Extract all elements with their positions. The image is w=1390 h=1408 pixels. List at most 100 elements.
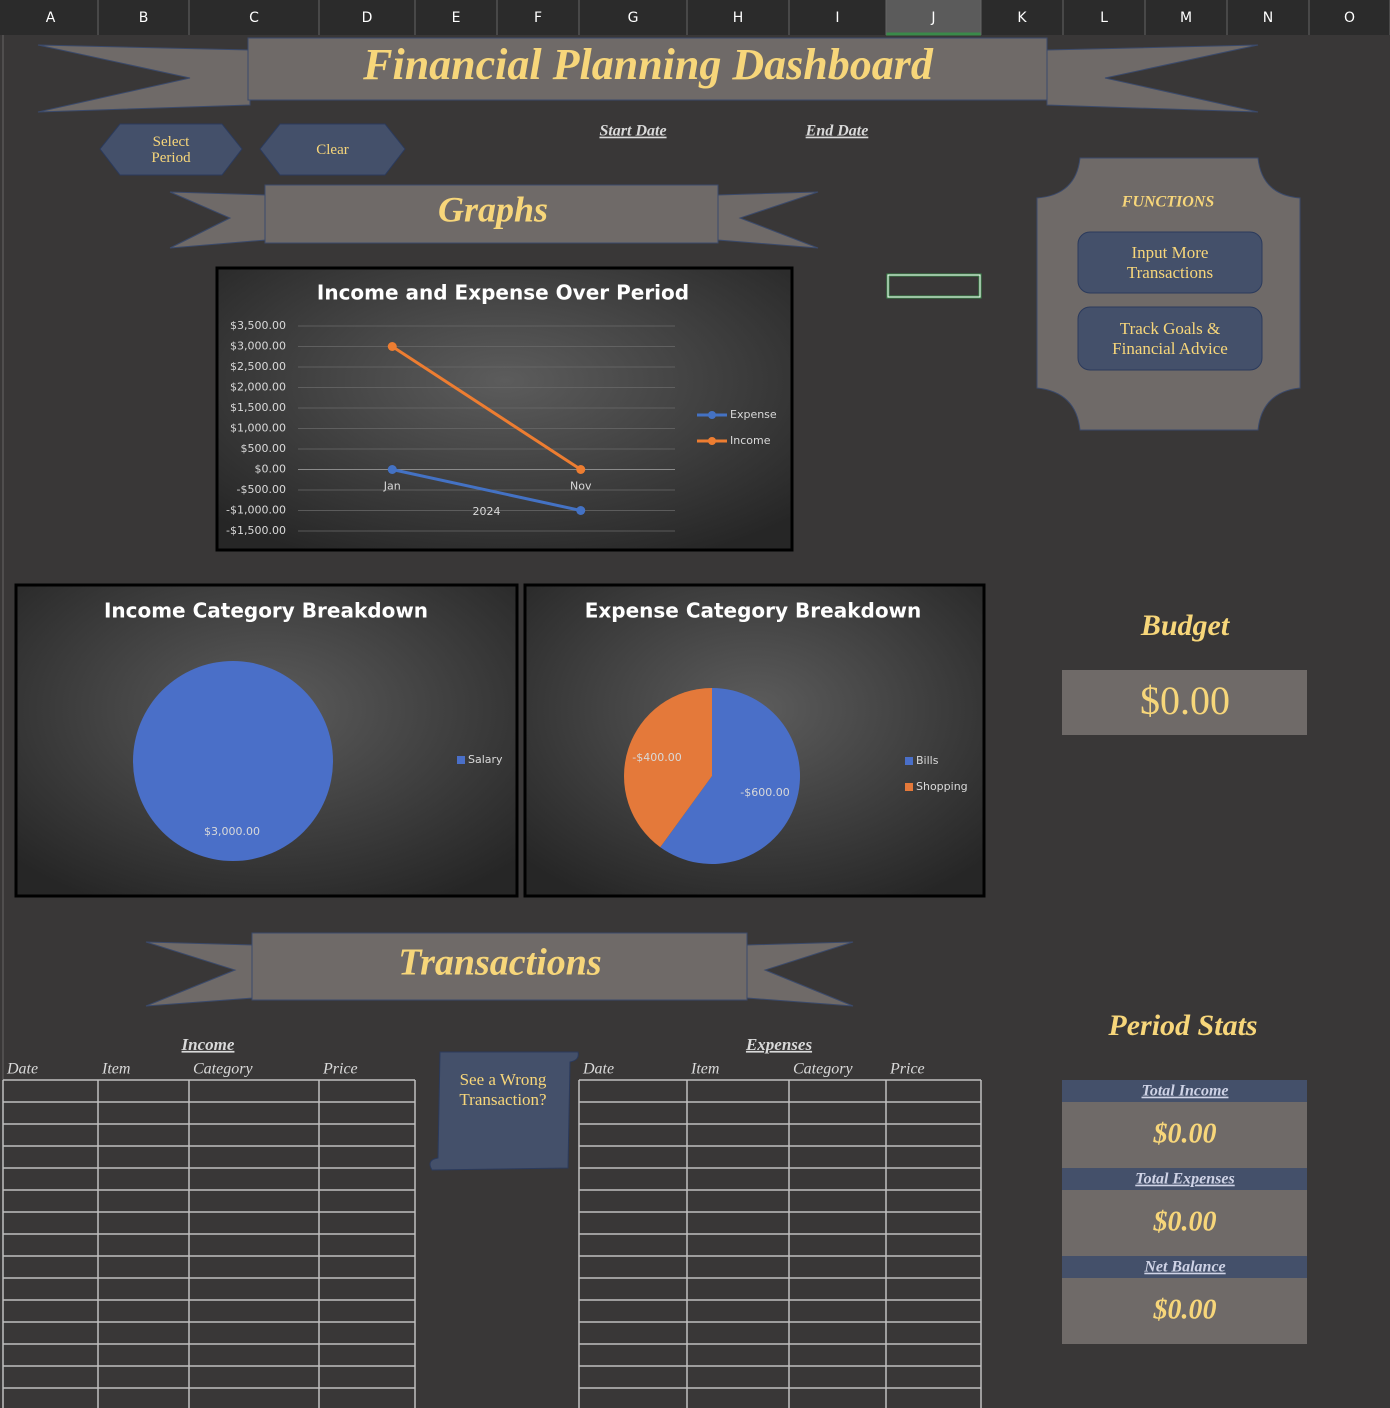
column-header: O bbox=[1344, 10, 1355, 26]
legend-label: Expense bbox=[730, 408, 777, 421]
column-header: G bbox=[628, 10, 639, 26]
chart-title: Income and Expense Over Period bbox=[317, 281, 689, 305]
budget-title: Budget bbox=[1140, 609, 1231, 642]
table-header: Price bbox=[322, 1061, 358, 1078]
start-date-label: Start Date bbox=[599, 123, 666, 140]
stat-header bbox=[1062, 1168, 1307, 1190]
selected-cell[interactable] bbox=[886, 273, 982, 299]
column-header: I bbox=[835, 10, 839, 26]
pie-slice bbox=[624, 688, 712, 848]
budget-value: $0.00 bbox=[1140, 678, 1230, 723]
banner-tail bbox=[37, 44, 251, 113]
clear-label[interactable]: Clear bbox=[280, 128, 385, 172]
legend-marker bbox=[708, 411, 716, 419]
legend-label: Salary bbox=[468, 753, 503, 766]
table-header: Item bbox=[101, 1061, 130, 1078]
y-tick-label: -$1,000.00 bbox=[226, 504, 286, 517]
legend-swatch bbox=[905, 783, 913, 791]
line-marker bbox=[387, 465, 397, 474]
data-label: -$400.00 bbox=[632, 751, 681, 764]
banner-tail bbox=[1046, 44, 1259, 113]
button-text: See a Wrong Transaction? bbox=[459, 1070, 547, 1109]
y-tick-label: -$500.00 bbox=[237, 483, 286, 496]
selected-cell-inner bbox=[887, 274, 981, 298]
table-header: Date bbox=[582, 1061, 614, 1078]
stat-value: $0.00 bbox=[1153, 1206, 1217, 1237]
button-text: Track Goals & Financial Advice bbox=[1112, 319, 1228, 358]
line-series bbox=[391, 345, 582, 471]
stat-label: Total Expenses bbox=[1135, 1171, 1234, 1188]
column-header: A bbox=[46, 10, 56, 26]
select-period-button[interactable] bbox=[99, 123, 243, 176]
banner bbox=[247, 37, 1048, 101]
legend-marker bbox=[708, 437, 716, 445]
section-title: Graphs bbox=[438, 189, 548, 229]
banner bbox=[264, 184, 719, 244]
banner-tail bbox=[169, 191, 267, 249]
x-group-label: 2024 bbox=[473, 505, 501, 518]
table-header: Price bbox=[889, 1061, 925, 1078]
y-tick-label: $500.00 bbox=[241, 442, 287, 455]
button-text: Input More Transactions bbox=[1126, 243, 1214, 282]
stat-value: $0.00 bbox=[1153, 1294, 1217, 1325]
table-header: Category bbox=[193, 1061, 253, 1078]
legend-swatch bbox=[905, 757, 913, 765]
clear-button[interactable] bbox=[259, 123, 406, 176]
stat-box bbox=[1062, 1190, 1307, 1256]
stat-label: Total Income bbox=[1142, 1083, 1229, 1100]
function-button[interactable] bbox=[1077, 231, 1263, 294]
wrong-transaction-label[interactable]: See a Wrong Transaction? bbox=[440, 1064, 566, 1162]
column-header: K bbox=[1017, 10, 1027, 26]
line-marker bbox=[576, 465, 586, 474]
line-marker bbox=[387, 342, 397, 351]
column-header: L bbox=[1100, 10, 1108, 26]
banner bbox=[251, 932, 748, 1001]
legend-label: Shopping bbox=[916, 780, 968, 793]
section-title: Transactions bbox=[398, 942, 601, 984]
legend-label: Bills bbox=[916, 754, 939, 767]
column-header-bar bbox=[0, 0, 1390, 35]
stat-header bbox=[1062, 1256, 1307, 1278]
select-period-label[interactable]: Select Period bbox=[120, 128, 222, 172]
y-tick-label: $0.00 bbox=[255, 463, 287, 476]
y-tick-label: $3,500.00 bbox=[230, 319, 286, 332]
button-text: Clear bbox=[316, 141, 349, 158]
data-label: -$600.00 bbox=[740, 786, 789, 799]
line-series bbox=[391, 468, 582, 512]
column-header: E bbox=[452, 10, 461, 26]
column-header: H bbox=[733, 10, 744, 26]
legend-label: Income bbox=[730, 434, 771, 447]
banner-tail bbox=[746, 941, 854, 1007]
selected-column bbox=[886, 0, 981, 35]
function-button-label[interactable]: Track Goals & Financial Advice bbox=[1082, 309, 1258, 369]
y-tick-label: -$1,500.00 bbox=[226, 524, 286, 537]
function-button-label[interactable]: Input More Transactions bbox=[1082, 234, 1258, 292]
pie-slice bbox=[660, 688, 800, 864]
column-header: M bbox=[1180, 10, 1192, 26]
stat-value: $0.00 bbox=[1153, 1118, 1217, 1149]
column-header: D bbox=[362, 10, 373, 26]
stat-box bbox=[1062, 1102, 1307, 1168]
column-header: F bbox=[534, 10, 542, 26]
x-tick-label: Jan bbox=[383, 480, 401, 493]
chart-title: Income Category Breakdown bbox=[104, 599, 428, 623]
chart-title: Expense Category Breakdown bbox=[585, 599, 922, 623]
legend-swatch bbox=[457, 756, 465, 764]
column-header: B bbox=[139, 10, 149, 26]
data-label: $3,000.00 bbox=[204, 825, 260, 838]
y-tick-label: $2,000.00 bbox=[230, 381, 286, 394]
expense-table-title: Expenses bbox=[745, 1035, 813, 1054]
table-header: Item bbox=[690, 1061, 719, 1078]
column-header: C bbox=[249, 10, 259, 26]
wrong-transaction-button[interactable] bbox=[429, 1051, 579, 1171]
table-header: Date bbox=[6, 1061, 38, 1078]
end-date-label: End Date bbox=[805, 123, 869, 140]
y-tick-label: $1,000.00 bbox=[230, 422, 286, 435]
budget-box bbox=[1062, 670, 1307, 735]
y-tick-label: $3,000.00 bbox=[230, 340, 286, 353]
stat-label: Net Balance bbox=[1143, 1259, 1225, 1276]
function-button[interactable] bbox=[1077, 306, 1263, 371]
period-stats-title: Period Stats bbox=[1107, 1009, 1257, 1042]
